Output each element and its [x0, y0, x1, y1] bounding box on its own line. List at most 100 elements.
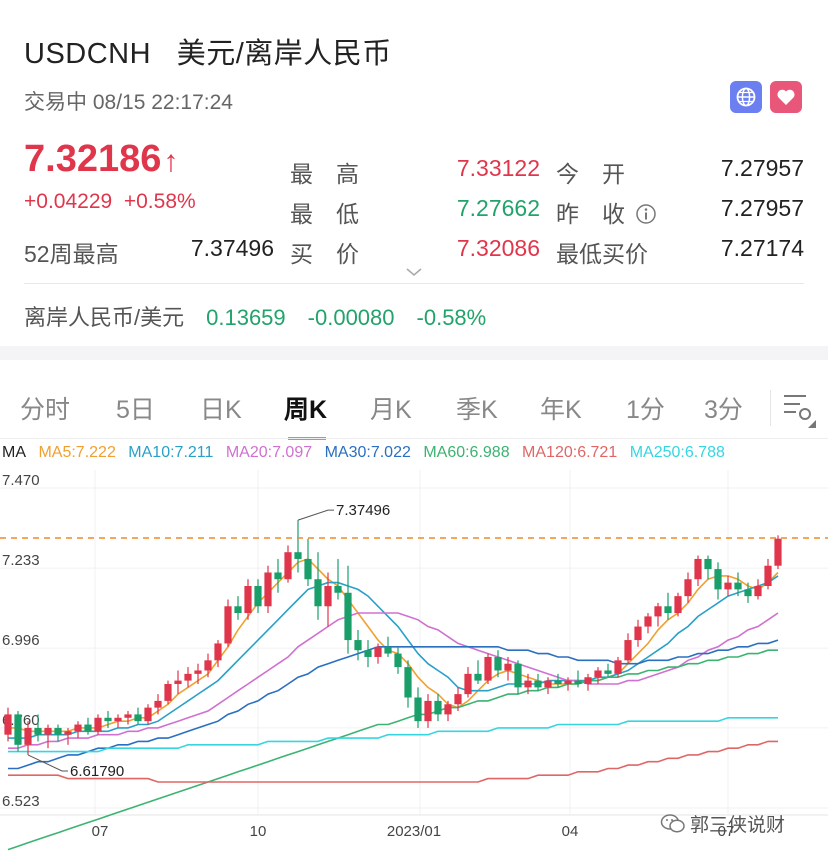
globe-button[interactable]: [730, 81, 762, 113]
candle-body: [334, 585, 342, 593]
candle: [584, 673, 592, 691]
section-separator: [0, 346, 828, 360]
candle-body: [234, 606, 242, 614]
candle: [454, 687, 462, 712]
candle: [144, 704, 152, 725]
candle: [624, 633, 632, 664]
candle: [154, 694, 162, 715]
week52-high-label: 52周最高: [24, 241, 119, 267]
candle: [14, 711, 22, 752]
candle-body: [24, 727, 32, 745]
open-value: 7.27957: [720, 155, 804, 181]
candle: [164, 680, 172, 705]
candle-body: [714, 569, 722, 590]
candle: [244, 579, 252, 620]
candle: [4, 707, 12, 742]
tab-monthly[interactable]: 月K: [370, 396, 412, 424]
candle-body: [74, 724, 82, 732]
low-annotation-leader: [27, 754, 68, 772]
change-value: +0.04229: [24, 190, 113, 213]
tab-intraday[interactable]: 分时: [20, 396, 71, 424]
candle-body: [554, 680, 562, 684]
candle: [414, 687, 422, 728]
candle: [604, 663, 612, 678]
ma60-line: [7, 649, 778, 851]
min-bid-value: 7.27174: [720, 235, 804, 261]
candles: [4, 520, 782, 755]
candle: [24, 721, 32, 755]
favorite-button[interactable]: [770, 81, 802, 113]
candle: [124, 711, 132, 725]
candle: [734, 572, 742, 597]
ma-legend[interactable]: MA MA5:7.222 MA10:7.211 MA20:7.097 MA30:…: [0, 444, 733, 462]
weekly-candlestick-chart[interactable]: 7.4707.2336.9966.7606.52307102023/010407…: [0, 470, 828, 860]
ma10-legend: MA10:7.211: [128, 444, 214, 461]
candle-body: [404, 667, 412, 698]
candle-body: [524, 680, 532, 688]
candle: [514, 660, 522, 695]
candle-body: [154, 700, 162, 708]
tab-weekly[interactable]: 周K: [284, 396, 328, 424]
x-tick-label: 07: [718, 823, 735, 840]
candle-body: [144, 707, 152, 722]
candle-body: [14, 714, 22, 745]
candle: [574, 670, 582, 688]
low-annotation: 6.61790: [70, 763, 124, 780]
tab-divider: [770, 390, 771, 426]
tab-1min[interactable]: 1分: [626, 396, 665, 424]
candle-body: [774, 538, 782, 566]
tab-5day[interactable]: 5日: [116, 396, 155, 424]
ma250-legend: MA250:6.788: [629, 444, 725, 461]
candle-body: [94, 717, 102, 732]
candle-body: [134, 714, 142, 722]
chart-settings-icon[interactable]: [782, 390, 816, 428]
prev-close-label: 昨 收: [556, 195, 657, 229]
candle: [394, 646, 402, 674]
candle: [534, 673, 542, 691]
candle-body: [394, 653, 402, 668]
heart-icon: [777, 89, 795, 105]
candle: [554, 673, 562, 688]
candle-body: [194, 670, 202, 674]
candle-body: [504, 663, 512, 671]
info-icon[interactable]: [635, 203, 657, 225]
x-tick-label: 07: [92, 823, 109, 840]
candle: [64, 727, 72, 745]
bid-label: 买 价: [290, 241, 359, 267]
expand-chevron-icon[interactable]: [404, 266, 424, 278]
price-change: +0.04229 +0.58%: [24, 190, 196, 214]
candle: [214, 640, 222, 668]
high-annotation-leader: [297, 509, 334, 521]
candle-body: [204, 660, 212, 671]
candle: [74, 721, 82, 739]
inverse-quote[interactable]: 离岸人民币/美元 0.13659 -0.00080 -0.58%: [24, 300, 486, 332]
candle: [174, 670, 182, 695]
chart-overlay: 7.37496 6.61790: [0, 502, 828, 780]
candle-body: [174, 680, 182, 684]
tab-yearly[interactable]: 年K: [540, 396, 582, 424]
tab-daily[interactable]: 日K: [200, 396, 242, 424]
tab-3min[interactable]: 3分: [704, 396, 743, 424]
ma20-line: [8, 612, 779, 750]
tab-quarterly[interactable]: 季K: [456, 396, 498, 424]
candle-body: [34, 727, 42, 735]
candle: [664, 592, 672, 620]
high-value: 7.33122: [456, 155, 540, 181]
ma250-line: [8, 717, 778, 753]
candle: [94, 714, 102, 735]
candle: [444, 700, 452, 722]
candle: [104, 711, 112, 728]
ma5-line: [8, 558, 779, 733]
high-annotation: 7.37496: [336, 502, 390, 519]
candle: [694, 555, 702, 586]
candle: [314, 552, 322, 620]
last-price: 7.32186↑: [24, 138, 178, 181]
candle-body: [124, 714, 132, 718]
candle: [364, 640, 372, 668]
y-tick-label: 7.470: [2, 472, 40, 489]
period-tabs: 分时 5日 日K 周K 月K 季K 年K 1分 3分: [0, 390, 828, 440]
candle-body: [344, 592, 352, 641]
candle-body: [614, 660, 622, 674]
candle: [644, 613, 652, 634]
candle-body: [314, 579, 322, 607]
